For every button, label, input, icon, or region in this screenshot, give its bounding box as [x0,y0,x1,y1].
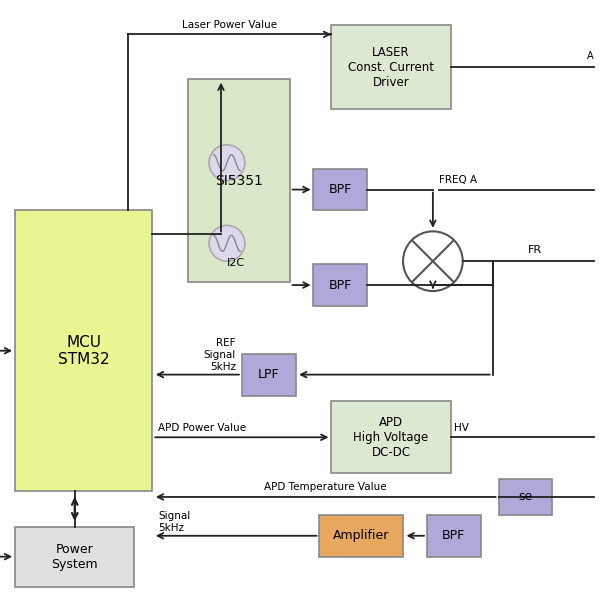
Text: I2C: I2C [227,258,245,268]
FancyBboxPatch shape [313,169,367,211]
Circle shape [209,226,245,261]
FancyBboxPatch shape [188,79,290,282]
FancyBboxPatch shape [242,354,296,395]
Text: Signal
5kHz: Signal 5kHz [158,511,191,533]
FancyBboxPatch shape [313,264,367,306]
Text: LPF: LPF [258,368,280,381]
Text: BPF: BPF [329,183,352,196]
FancyBboxPatch shape [15,211,152,491]
Text: SI5351: SI5351 [215,173,263,188]
Text: FREQ A: FREQ A [439,175,477,185]
Text: Amplifier: Amplifier [333,529,389,542]
Text: Power
System: Power System [52,542,98,571]
Text: A: A [587,51,594,61]
Text: REF
Signal
5kHz: REF Signal 5kHz [203,338,236,371]
Text: FR: FR [529,245,542,255]
Text: se: se [518,490,533,503]
Text: MCU
STM32: MCU STM32 [58,335,110,367]
FancyBboxPatch shape [331,25,451,109]
FancyBboxPatch shape [319,515,403,557]
FancyBboxPatch shape [427,515,481,557]
Text: BPF: BPF [329,278,352,292]
Circle shape [209,145,245,181]
Text: APD Power Value: APD Power Value [158,422,247,433]
Text: Laser Power Value: Laser Power Value [182,20,277,29]
Text: APD
High Voltage
DC-DC: APD High Voltage DC-DC [353,416,429,459]
Text: BPF: BPF [442,529,466,542]
Text: APD Temperature Value: APD Temperature Value [264,482,387,492]
FancyBboxPatch shape [331,401,451,473]
FancyBboxPatch shape [499,479,552,515]
Text: HV: HV [454,422,469,433]
Text: LASER
Const. Current
Driver: LASER Const. Current Driver [348,46,434,89]
FancyBboxPatch shape [15,527,134,587]
